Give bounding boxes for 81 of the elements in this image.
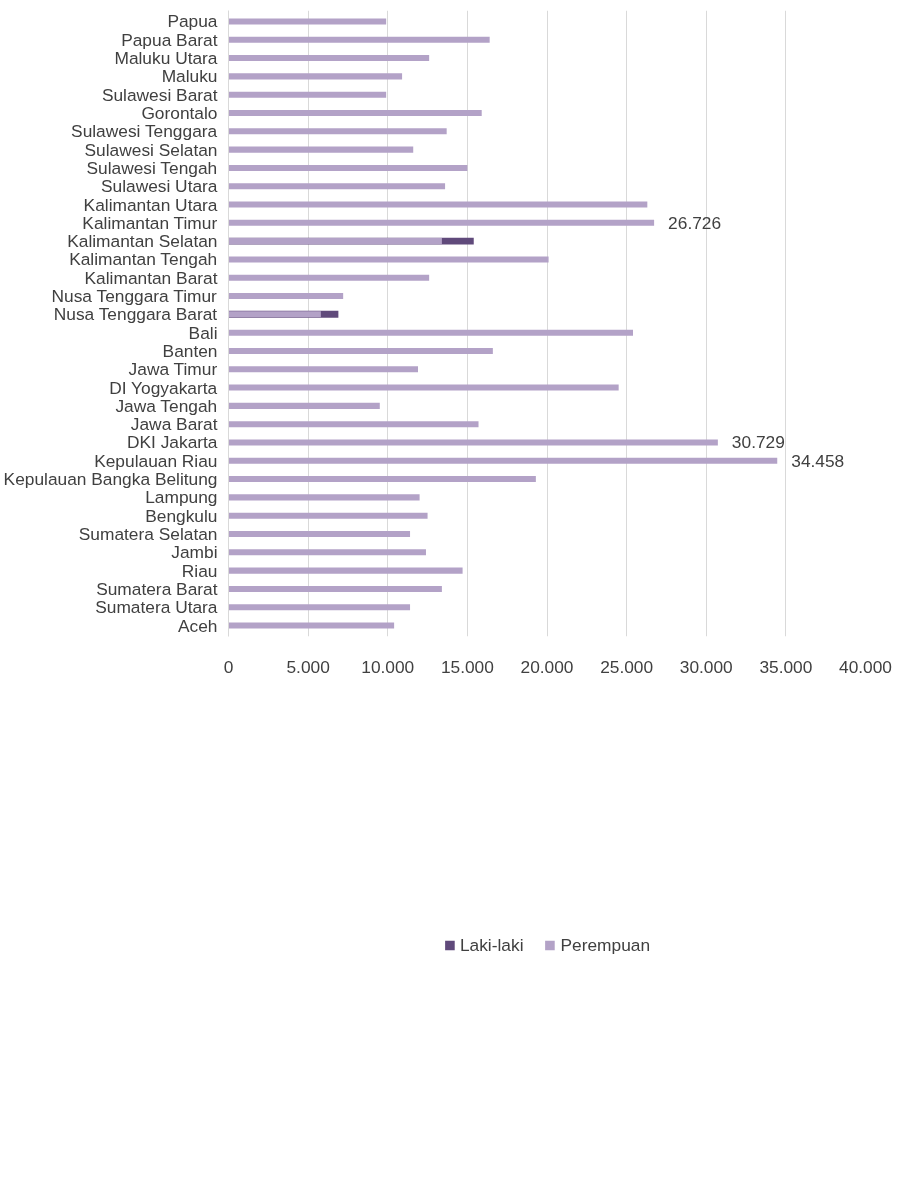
x-tick-label: 15.000 [440,656,494,677]
y-tick-label: Papua [167,11,218,32]
bar [228,311,321,318]
x-tick-label: 5.000 [286,656,330,677]
y-tick-label: Kalimantan Timur [82,212,218,233]
y-tick-label: DI Yogyakarta [109,377,218,398]
bar [228,146,414,153]
y-tick-label: Bali [188,322,218,343]
y-tick-label: Gorontalo [141,103,218,123]
y-tick-label: Sumatera Selatan [78,524,218,544]
y-tick-label: Maluku Utara [114,48,218,69]
bar [228,366,419,373]
x-tick-label: 40.000 [839,656,892,677]
bar [228,219,655,226]
bar [228,567,463,574]
y-tick-label: Kalimantan Utara [83,194,218,215]
x-tick-label: 10.000 [361,656,415,677]
y-tick-label: Sulawesi Selatan [84,139,218,160]
y-tick-label: Jawa Barat [130,414,218,435]
y-tick-label: Aceh [178,615,218,636]
bar [228,109,482,117]
bar [228,183,446,190]
y-tick-label: DKI Jakarta [126,432,218,453]
y-tick-label: Bengkulu [145,505,218,526]
bar [228,238,442,245]
bar [228,439,718,446]
y-tick-label: Jambi [171,542,218,563]
x-tick-label: 0 [223,656,234,677]
y-tick-label: Nusa Tenggara Timur [51,286,218,307]
data-label: 26.726 [668,212,722,233]
y-tick-label: Kepulauan Riau [94,450,218,471]
legend-label: Perempuan [560,934,651,956]
bar [228,476,536,483]
bar [228,604,411,611]
x-tick-label: 35.000 [759,656,813,677]
y-tick-label: Banten [162,340,218,361]
y-tick-label: Maluku [161,66,218,87]
y-tick-label: Jawa Timur [128,359,218,380]
bar [228,274,430,281]
y-tick-label: Sulawesi Barat [101,84,218,105]
bar [228,622,395,629]
bar [228,421,479,428]
bar [228,73,403,80]
y-tick-label: Lampung [145,487,218,508]
y-tick-label: Sumatera Barat [96,578,218,599]
bar [228,128,447,135]
legend-label: Laki-laki [459,934,524,956]
bar [228,256,549,263]
y-tick-label: Kalimantan Selatan [67,231,218,252]
y-tick-label: Papua Barat [121,29,218,50]
bar [228,585,442,592]
bar [228,384,619,391]
bar [228,494,420,501]
bar [228,549,426,556]
x-tick-label: 20.000 [520,656,574,677]
x-tick-label: 30.000 [679,656,733,677]
y-tick-label: Kepulauan Bangka Belitung [3,469,218,490]
bar [228,36,490,43]
y-tick-label: Sumatera Utara [95,597,218,618]
y-tick-label: Kalimantan Tengah [69,249,218,270]
bar [228,530,411,538]
bar [228,164,468,171]
bar [228,201,648,208]
bar [228,402,380,409]
bar [228,329,633,336]
bar [228,55,430,62]
data-label: 30.729 [731,432,785,453]
bar [228,293,344,300]
x-tick-label: 25.000 [600,656,654,677]
y-tick-label: Sulawesi Tenggara [71,121,218,142]
y-tick-label: Sulawesi Tengah [86,157,218,178]
y-tick-label: Riau [181,560,218,581]
bar [228,347,493,354]
bar [228,91,387,98]
y-tick-label: Sulawesi Utara [100,176,218,197]
bar [228,457,778,464]
y-tick-label: Kalimantan Barat [84,267,218,288]
bar [228,512,428,519]
y-tick-label: Nusa Tenggara Barat [53,304,218,325]
bar [228,18,387,25]
data-label: 34.458 [791,450,845,471]
